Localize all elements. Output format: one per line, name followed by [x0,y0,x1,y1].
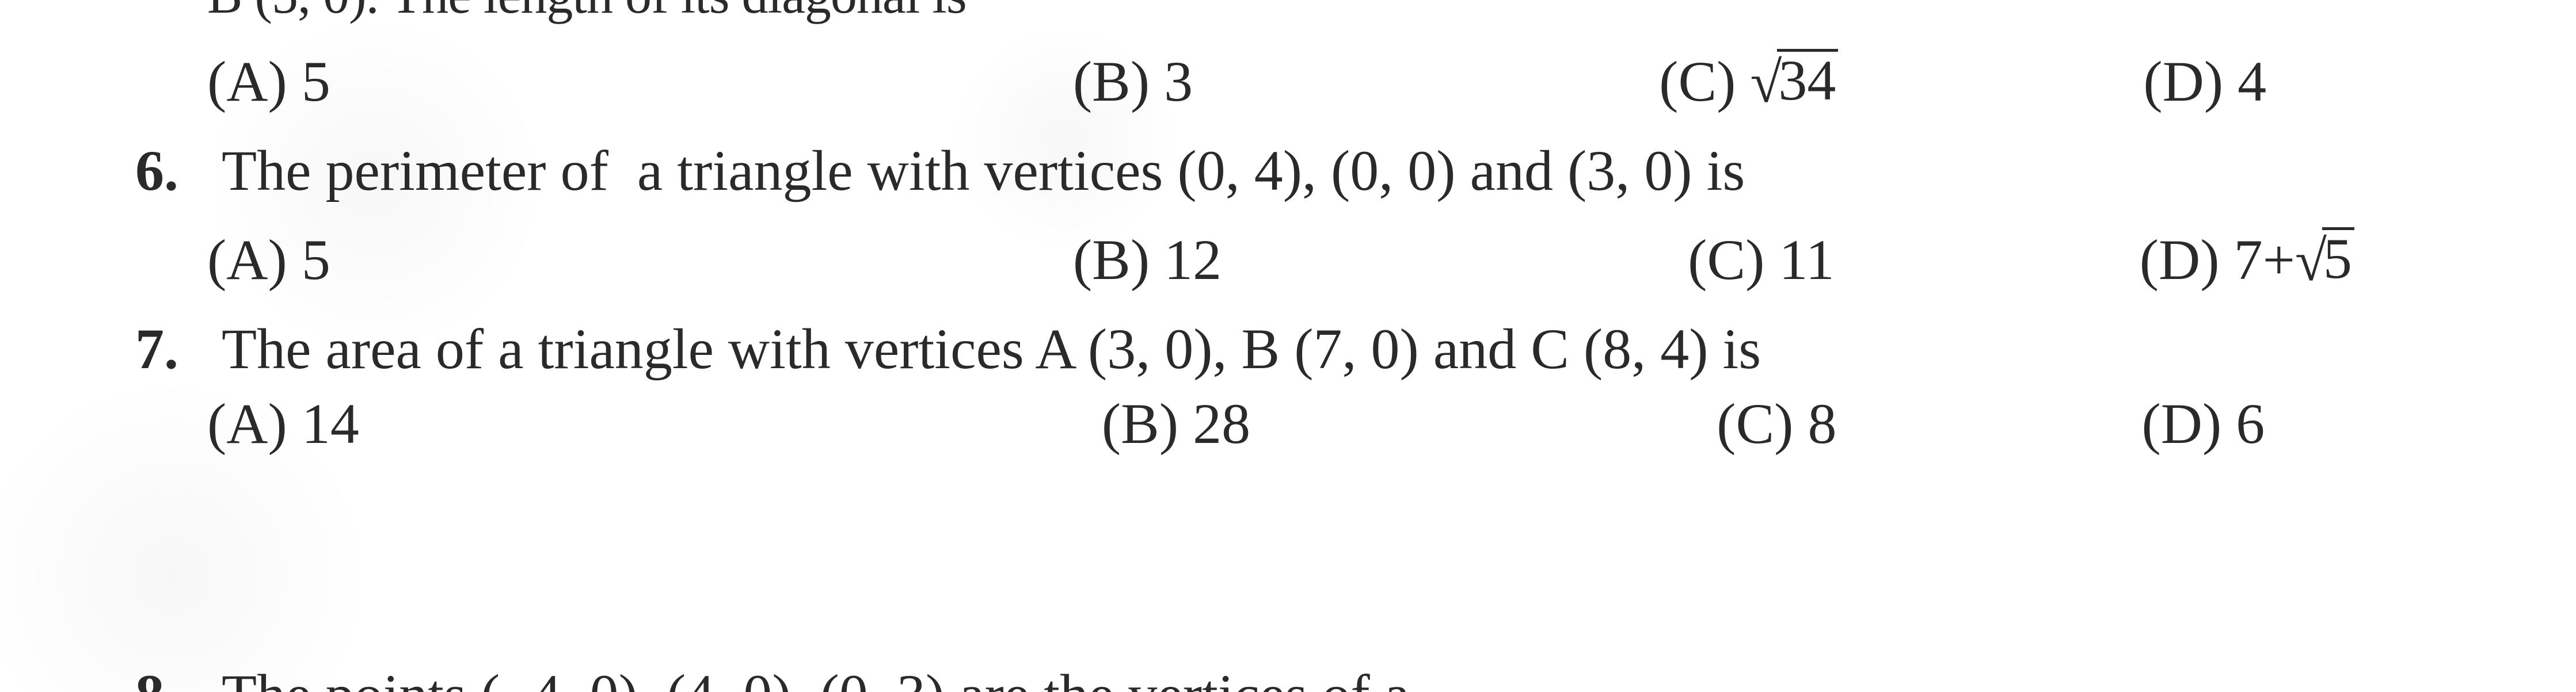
question-number: 7. [104,320,178,378]
q7-options: (A) 14 (B) 28 (C) 8 (D) 6 [104,395,2472,453]
option-d: (D) 4 [2143,53,2266,110]
option-label: (A) [207,49,302,113]
option-label: (B) [1073,49,1164,113]
option-value: 12 [1164,228,1222,292]
sqrt-icon: √34 [1750,50,1838,110]
option-label: (B) [1102,392,1193,456]
fragment-text: B (5, 0). The length of its diagonal is [207,0,967,24]
option-d: (D) 7+√5 [2140,228,2354,289]
option-value: 3 [1164,49,1193,113]
option-label: (C) [1688,228,1779,292]
option-value: 11 [1779,228,1834,292]
option-c: (C) √34 [1659,50,1838,110]
fragment-text: The points (−4, 0), (4, 0), (0, 3) are t… [222,663,1410,692]
option-prefix: 7+ [2234,228,2295,292]
q6-options: (A) 5 (B) 12 (C) 11 (D) 7+√5 [104,228,2472,289]
option-label: (A) [207,228,302,292]
radicand: 5 [2322,227,2354,288]
option-c: (C) 8 [1717,395,1836,453]
option-value: 6 [2236,392,2265,456]
question-stem: The area of a triangle with vertices A (… [222,317,1761,381]
option-b: (B) 12 [1073,231,1222,289]
question-stem: The perimeter of a triangle with vertice… [222,139,1745,202]
radicand: 34 [1777,49,1838,109]
option-value: 5 [302,228,330,292]
option-value: 28 [1193,392,1250,456]
option-label: (D) [2140,228,2234,292]
option-b: (B) 3 [1073,53,1193,110]
option-label: (C) [1659,49,1750,113]
option-label: (D) [2143,49,2238,113]
page: B (5, 0). The length of its diagonal is … [0,0,2576,692]
option-a: (A) 14 [207,395,359,453]
option-d: (D) 6 [2141,395,2265,453]
q6-stem-line: 6. The perimeter of a triangle with vert… [104,142,2472,200]
option-value: 8 [1808,392,1836,456]
prev-question-options: (A) 5 (B) 3 (C) √34 (D) 4 [104,50,2472,110]
option-value: 4 [2238,49,2266,113]
option-a: (A) 5 [207,231,330,289]
option-c: (C) 11 [1688,231,1835,289]
option-value: 5 [302,49,330,113]
q7-stem-line: 7. The area of a triangle with vertices … [104,320,2472,378]
option-label: (D) [2141,392,2236,456]
option-label: (C) [1717,392,1808,456]
prev-question-fragment: B (5, 0). The length of its diagonal is [207,0,2472,21]
option-label: (B) [1073,228,1164,292]
option-label: (A) [207,392,302,456]
question-number: 6. [104,142,178,200]
question-number: 8. [104,666,178,692]
option-value: 14 [302,392,359,456]
sqrt-icon: √5 [2295,228,2354,289]
option-a: (A) 5 [207,53,330,110]
option-b: (B) 28 [1102,395,1250,453]
next-question-fragment: 8. The points (−4, 0), (4, 0), (0, 3) ar… [104,666,2521,692]
